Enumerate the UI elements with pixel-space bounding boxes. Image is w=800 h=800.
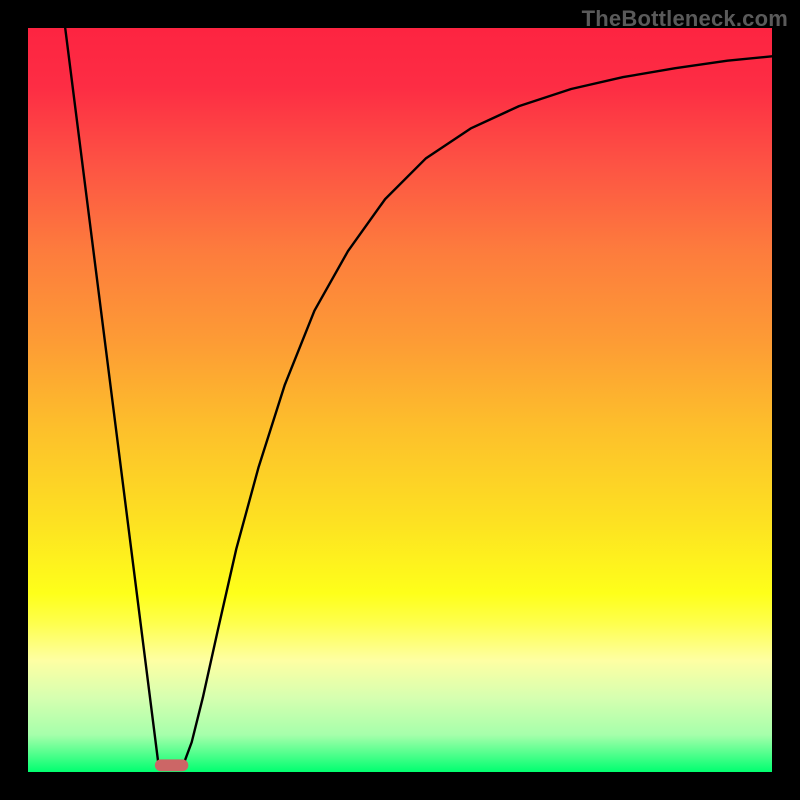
optimal-marker bbox=[155, 759, 188, 771]
bottleneck-chart bbox=[28, 28, 772, 772]
chart-container: TheBottleneck.com bbox=[0, 0, 800, 800]
chart-background bbox=[28, 28, 772, 772]
